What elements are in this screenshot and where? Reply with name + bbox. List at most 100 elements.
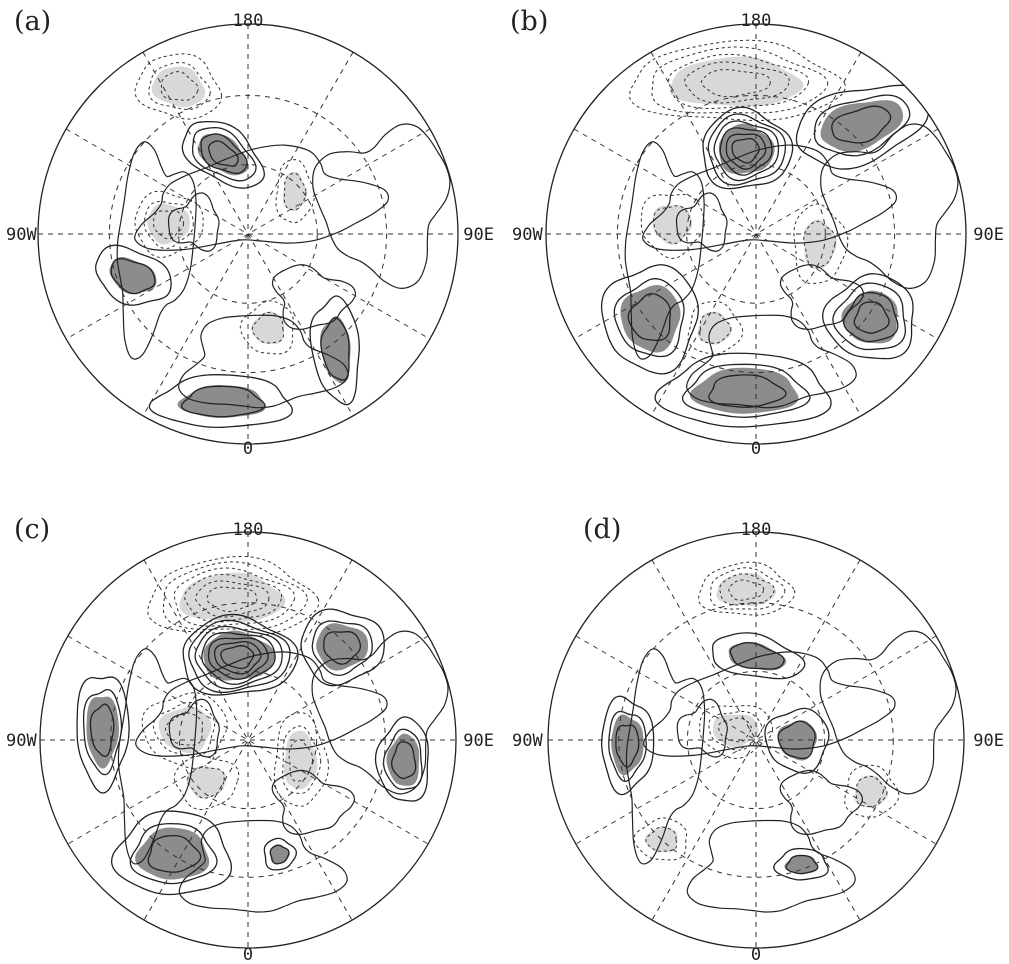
map-boundary <box>547 531 965 949</box>
negative-contour <box>684 61 790 104</box>
positive-anomaly-shading <box>784 854 819 875</box>
positive-contour <box>220 645 255 670</box>
positive-contour <box>713 120 780 182</box>
polar-map <box>547 531 965 949</box>
negative-anomaly-shading <box>716 572 777 606</box>
positive-contour <box>707 113 787 186</box>
positive-contour <box>207 637 269 680</box>
negative-anomaly-shading <box>652 205 693 245</box>
positive-contour <box>764 707 830 774</box>
negative-contour <box>698 561 796 616</box>
negative-contour <box>651 46 829 114</box>
lon-label-left: 90W <box>6 731 37 751</box>
coastline <box>178 819 348 913</box>
negative-contour <box>855 775 888 808</box>
positive-anomaly-shading <box>728 642 787 671</box>
map-content <box>40 532 456 948</box>
latitude-circle <box>686 670 826 810</box>
coastline <box>116 141 197 360</box>
positive-contour <box>89 703 115 758</box>
negative-contour <box>239 300 294 355</box>
lon-label-bottom: 0 <box>243 945 253 964</box>
lon-label-top: 180 <box>741 11 772 31</box>
coastline <box>271 264 357 330</box>
positive-contour <box>182 613 299 696</box>
map-content <box>38 24 458 444</box>
negative-anomaly-shading <box>284 730 318 790</box>
negative-anomaly-shading <box>803 219 837 269</box>
positive-contour <box>269 844 290 865</box>
positive-contour <box>320 317 350 381</box>
polar-map <box>37 23 459 445</box>
negative-anomaly-shading <box>282 171 307 212</box>
positive-contour <box>711 632 806 680</box>
coastline <box>117 648 198 865</box>
positive-contour <box>731 137 760 164</box>
negative-contour <box>165 712 204 746</box>
positive-contour <box>600 264 699 375</box>
negative-contour <box>273 712 329 807</box>
positive-contour <box>729 641 785 670</box>
negative-contour <box>160 71 199 101</box>
negative-contour <box>687 300 744 355</box>
positive-contour <box>263 837 297 871</box>
negative-contour <box>728 579 765 601</box>
positive-contour <box>111 810 232 896</box>
positive-contour <box>147 834 202 873</box>
map-boundary <box>37 23 459 445</box>
negative-contour <box>152 701 216 757</box>
coastline <box>312 123 451 290</box>
polar-map <box>39 531 457 949</box>
coastline <box>779 264 865 330</box>
negative-contour <box>699 705 774 759</box>
positive-contour <box>208 140 239 167</box>
lon-label-bottom: 0 <box>751 439 761 459</box>
positive-anomaly-shading <box>777 720 818 761</box>
positive-contour <box>853 301 890 334</box>
lon-label-top: 180 <box>233 520 264 540</box>
lon-label-bottom: 0 <box>243 439 253 459</box>
negative-contour <box>134 53 223 120</box>
negative-contour <box>700 69 771 98</box>
positive-contour <box>188 619 291 694</box>
positive-contour <box>681 363 811 418</box>
negative-contour <box>803 220 836 269</box>
negative-contour <box>153 210 185 240</box>
positive-contour <box>201 631 276 685</box>
coastline <box>271 769 356 835</box>
map-boundary <box>545 23 967 445</box>
panel-label: (b) <box>510 6 548 37</box>
positive-contour <box>822 273 914 360</box>
coastline <box>178 314 349 409</box>
positive-contour <box>613 278 685 358</box>
positive-contour <box>323 631 362 665</box>
positive-contour <box>391 741 417 780</box>
negative-anomaly-shading <box>186 765 227 799</box>
coastline <box>135 651 388 757</box>
negative-contour <box>668 53 810 109</box>
negative-contour <box>147 555 320 637</box>
coastline <box>820 123 959 290</box>
positive-contour <box>180 385 266 418</box>
panel-label: (d) <box>583 514 621 545</box>
negative-contour <box>699 312 732 344</box>
panel-b: (b) 180 0 90W 90E <box>510 6 1004 459</box>
coastline <box>625 648 706 865</box>
positive-anomaly-shading <box>841 290 898 344</box>
positive-contour <box>76 676 130 794</box>
negative-contour <box>162 561 308 630</box>
latitude-circle <box>686 164 826 304</box>
map-content <box>546 24 966 444</box>
coastline <box>624 141 705 360</box>
lon-label-right: 90E <box>973 731 1004 751</box>
coastline <box>686 819 856 913</box>
panel-label: (c) <box>14 514 50 545</box>
positive-contour <box>608 710 647 782</box>
positive-contour <box>200 133 248 174</box>
negative-anomaly-shading <box>669 56 804 107</box>
positive-contour <box>82 688 123 776</box>
positive-contour <box>191 126 257 182</box>
lon-label-right: 90E <box>463 225 494 245</box>
meridian-line <box>573 128 939 340</box>
